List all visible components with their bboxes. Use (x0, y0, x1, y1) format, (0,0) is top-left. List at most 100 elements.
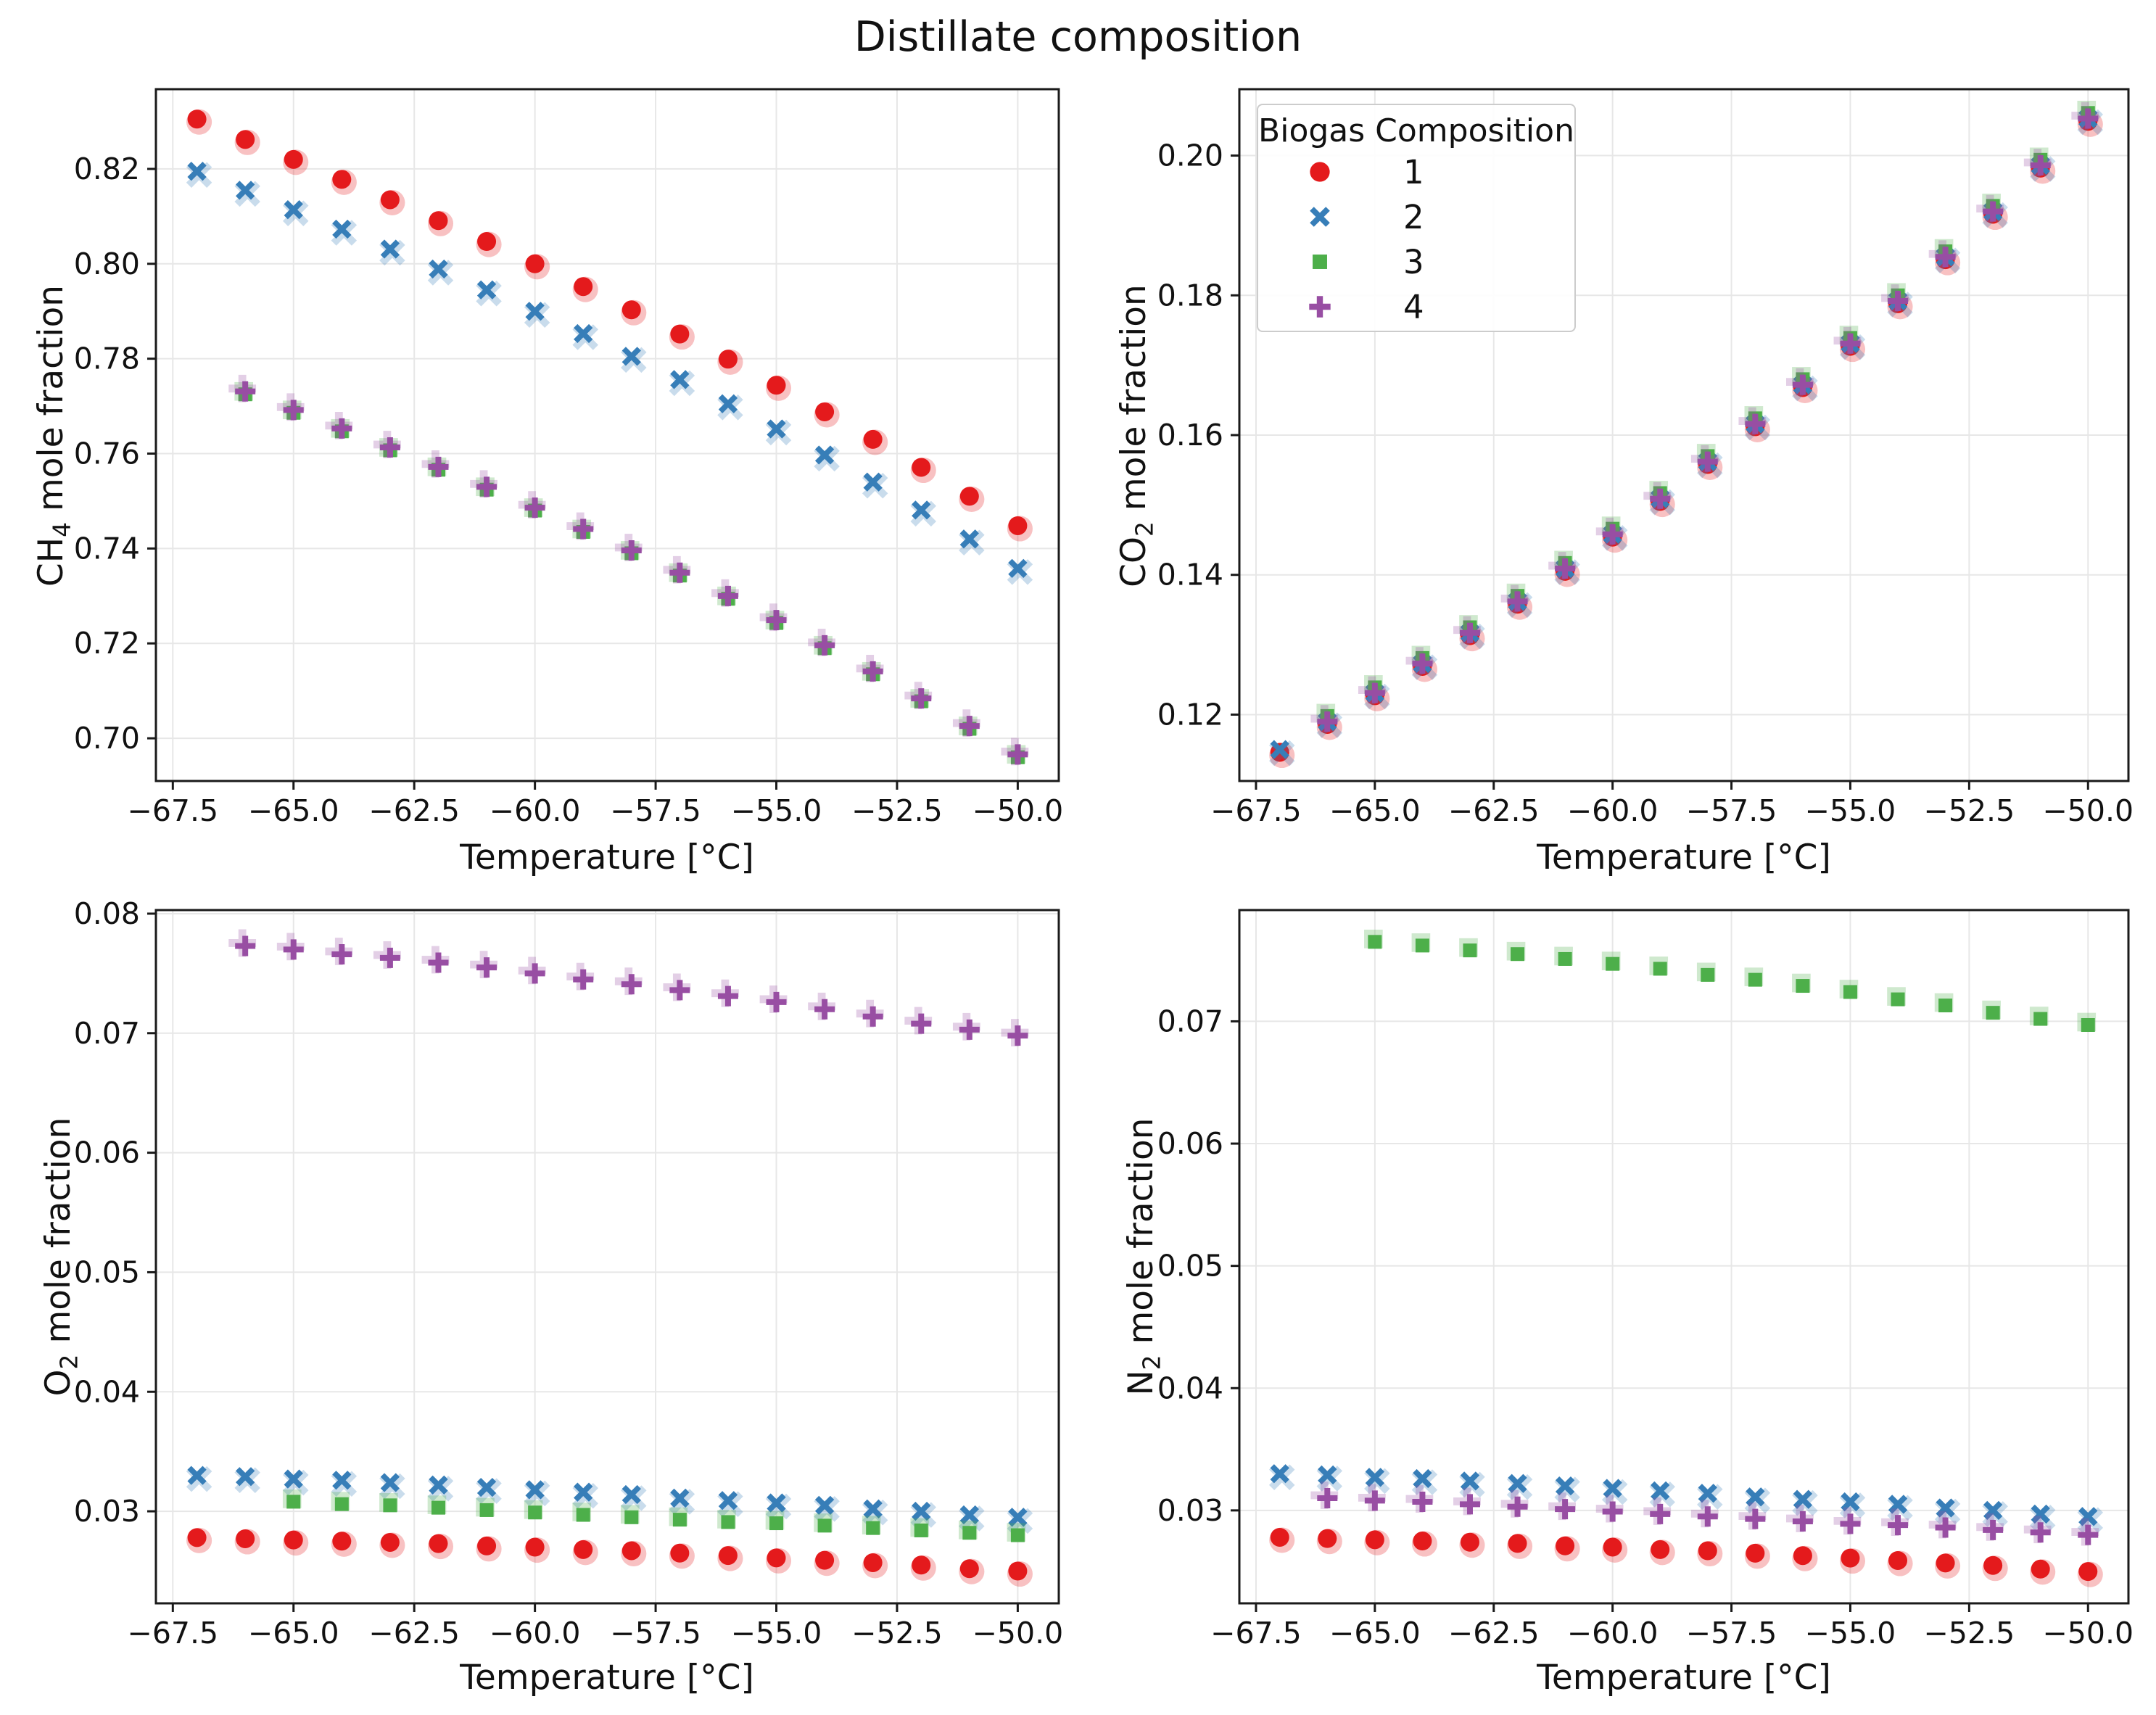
svg-text:−65.0: −65.0 (248, 793, 339, 828)
svg-text:−52.5: −52.5 (1924, 793, 2015, 828)
svg-text:0.18: 0.18 (1157, 278, 1223, 313)
y-axis-label-n2: N2 mole fraction (1121, 1117, 1166, 1396)
gridlines (156, 910, 1059, 1603)
series-3-points (234, 381, 1026, 764)
series-1-points (186, 109, 1033, 542)
svg-text:−62.5: −62.5 (1448, 793, 1540, 828)
legend-marker-square-icon (1303, 245, 1337, 278)
subplot-ch4: −67.5 −65.0 −62.5 −60.0 −57.5 −55.0 −52.5 −50.0… (74, 88, 1064, 828)
tick-marks (147, 168, 1019, 790)
series-3-points (1364, 930, 2097, 1032)
svg-text:0.05: 0.05 (1157, 1249, 1223, 1284)
legend-item-label: 4 (1403, 287, 1424, 326)
series-3-points (282, 1489, 1026, 1542)
legend-item-1: 1 (1258, 149, 1574, 194)
svg-text:0.07: 0.07 (1157, 1004, 1223, 1038)
tick-marks (1231, 1020, 2089, 1612)
axes-frame (1238, 909, 2130, 1605)
svg-text:0.70: 0.70 (74, 721, 140, 756)
svg-text:−60.0: −60.0 (1567, 793, 1659, 828)
svg-text:−50.0: −50.0 (2042, 1616, 2134, 1650)
legend: Biogas Composition 1 2 3 4 (1257, 104, 1576, 332)
gridlines (1239, 910, 2128, 1603)
svg-text:0.16: 0.16 (1157, 418, 1223, 452)
svg-text:−57.5: −57.5 (610, 1616, 701, 1650)
y-axis-label-co2: CO2 mole fraction (1114, 284, 1159, 587)
figure-title: Distillate composition (854, 13, 1302, 61)
series-2-points (186, 1466, 1033, 1534)
svg-text:−62.5: −62.5 (368, 1616, 460, 1650)
svg-text:−52.5: −52.5 (851, 1616, 943, 1650)
svg-text:0.82: 0.82 (74, 152, 140, 186)
series-2-points (186, 162, 1033, 585)
svg-text:0.80: 0.80 (74, 247, 140, 281)
tick-labels: −67.5 −65.0 −62.5 −60.0 −57.5 −55.0 −52.5 −50.0… (1157, 1004, 2134, 1650)
svg-text:−55.0: −55.0 (731, 1616, 822, 1650)
svg-text:0.03: 0.03 (1157, 1493, 1223, 1528)
svg-text:−57.5: −57.5 (610, 793, 701, 828)
gridlines (156, 89, 1059, 781)
subplot-n2: −67.5 −65.0 −62.5 −60.0 −57.5 −55.0 −52.5 −50.0… (1157, 909, 2134, 1650)
legend-item-4: 4 (1258, 284, 1574, 329)
legend-item-label: 3 (1403, 242, 1424, 281)
tick-marks (147, 912, 1019, 1612)
svg-text:−65.0: −65.0 (1329, 793, 1421, 828)
svg-text:−62.5: −62.5 (1448, 1616, 1540, 1650)
svg-text:−60.0: −60.0 (490, 1616, 581, 1650)
legend-marker-x-icon (1303, 200, 1337, 234)
svg-text:−60.0: −60.0 (1567, 1616, 1659, 1650)
series-4-points (1310, 102, 2099, 732)
svg-text:−57.5: −57.5 (1686, 1616, 1777, 1650)
svg-text:−62.5: −62.5 (368, 793, 460, 828)
tick-labels: −67.5 −65.0 −62.5 −60.0 −57.5 −55.0 −52.5 −50.0… (74, 896, 1064, 1650)
series-1-points (186, 1527, 1033, 1587)
x-axis-label-n2: Temperature [°C] (1537, 1658, 1831, 1698)
x-axis-label-ch4: Temperature [°C] (460, 838, 754, 877)
svg-text:−65.0: −65.0 (248, 1616, 339, 1650)
svg-text:−50.0: −50.0 (972, 1616, 1064, 1650)
series-4-points (1310, 1481, 2099, 1546)
svg-text:0.72: 0.72 (74, 626, 140, 661)
svg-text:−50.0: −50.0 (2042, 793, 2134, 828)
svg-text:0.08: 0.08 (74, 896, 140, 931)
svg-text:−65.0: −65.0 (1329, 1616, 1421, 1650)
svg-text:−67.5: −67.5 (1210, 1616, 1302, 1650)
series-4-points (228, 374, 1029, 766)
svg-text:0.06: 0.06 (1157, 1126, 1223, 1161)
x-axis-label-co2: Temperature [°C] (1537, 838, 1831, 877)
subplot-co2: −67.5 −65.0 −62.5 −60.0 −57.5 −55.0 −52.5 −50.0… (1157, 88, 2134, 828)
svg-text:−55.0: −55.0 (731, 793, 822, 828)
svg-text:−67.5: −67.5 (1210, 793, 1302, 828)
svg-text:0.05: 0.05 (74, 1255, 140, 1289)
svg-text:−52.5: −52.5 (851, 793, 943, 828)
svg-text:−57.5: −57.5 (1686, 793, 1777, 828)
svg-text:0.78: 0.78 (74, 342, 140, 376)
subplot-o2: −67.5 −65.0 −62.5 −60.0 −57.5 −55.0 −52.5 −50.0… (74, 896, 1064, 1650)
x-axis-label-o2: Temperature [°C] (460, 1658, 754, 1698)
y-axis-label-ch4: CH4 mole fraction (31, 284, 76, 587)
tick-labels: −67.5 −65.0 −62.5 −60.0 −57.5 −55.0 −52.5 −50.0… (74, 152, 1064, 828)
legend-marker-plus-icon (1303, 290, 1337, 323)
svg-text:−67.5: −67.5 (127, 793, 218, 828)
legend-item-label: 2 (1403, 197, 1424, 236)
series-1-points (1269, 1527, 2103, 1587)
legend-item-label: 1 (1403, 152, 1424, 191)
svg-text:0.12: 0.12 (1157, 697, 1223, 732)
svg-text:−60.0: −60.0 (490, 793, 581, 828)
axes-frame (154, 909, 1060, 1605)
svg-text:0.04: 0.04 (1157, 1371, 1223, 1405)
svg-text:−50.0: −50.0 (972, 793, 1064, 828)
svg-text:0.76: 0.76 (74, 437, 140, 471)
legend-item-3: 3 (1258, 239, 1574, 284)
legend-marker-circle-icon (1303, 155, 1337, 189)
svg-text:−52.5: −52.5 (1924, 1616, 2015, 1650)
axes-frame (154, 88, 1060, 782)
svg-text:0.03: 0.03 (74, 1494, 140, 1529)
svg-text:0.07: 0.07 (74, 1016, 140, 1051)
svg-text:0.20: 0.20 (1157, 139, 1223, 173)
series-4-points (228, 929, 1029, 1046)
tick-labels: −67.5 −65.0 −62.5 −60.0 −57.5 −55.0 −52.5 −50.0… (1157, 139, 2134, 828)
legend-item-2: 2 (1258, 194, 1574, 239)
